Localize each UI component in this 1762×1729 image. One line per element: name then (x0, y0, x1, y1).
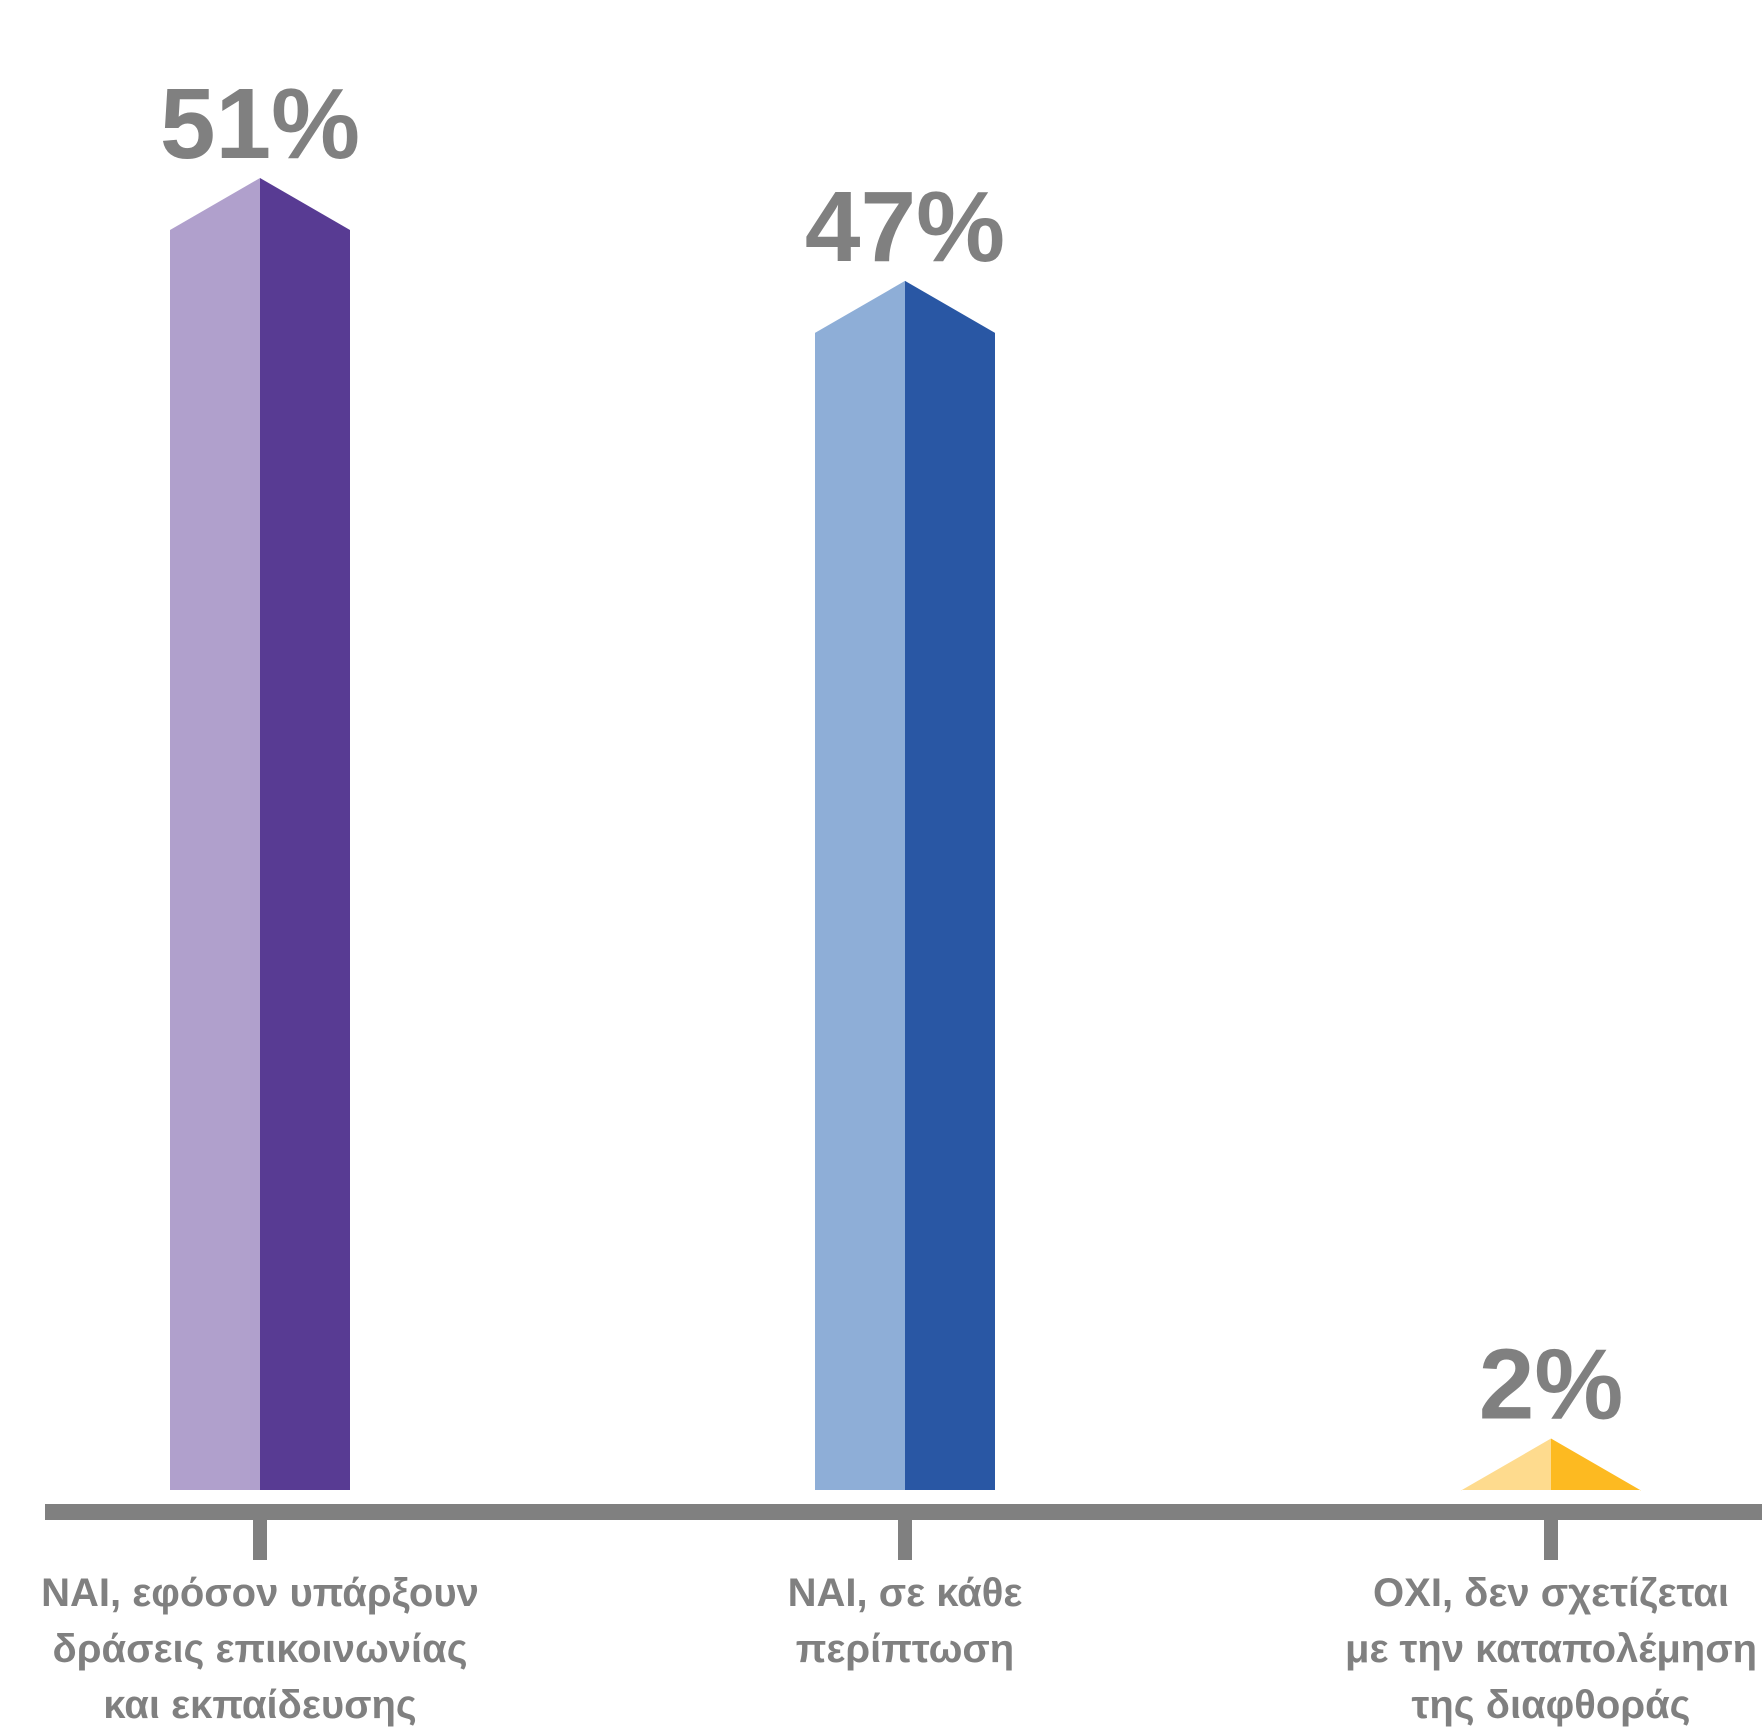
value-labels-group: 51% 47% 2% (160, 68, 1623, 1441)
bar-3-light-face (1461, 1438, 1551, 1491)
value-label-2: 47% (805, 171, 1005, 283)
value-label-1: 51% (160, 68, 360, 180)
category-label-3-line-3: της διαφθοράς (1412, 1683, 1691, 1727)
ticks-group (253, 1512, 1558, 1560)
category-label-2-line-2: περίπτωση (796, 1627, 1014, 1671)
category-label-2-line-1: ΝΑΙ, σε κάθε (788, 1571, 1023, 1615)
category-label-3: ΟΧΙ, δεν σχετίζεται με την καταπολέμηση τη… (1345, 1571, 1757, 1727)
category-label-1-line-3: και εκπαίδευσης (103, 1683, 416, 1727)
bars-group (170, 178, 1641, 1491)
category-label-1: ΝΑΙ, εφόσον υπάρξουν δράσεις επικοινωνίας… (41, 1571, 479, 1727)
bar-2-dark-face (905, 280, 995, 1490)
category-label-1-line-1: ΝΑΙ, εφόσον υπάρξουν (41, 1571, 479, 1615)
value-label-3: 2% (1479, 1329, 1624, 1441)
bar-1-dark-face (260, 178, 350, 1490)
category-label-2: ΝΑΙ, σε κάθε περίπτωση (788, 1571, 1023, 1671)
category-label-3-line-2: με την καταπολέμηση (1345, 1627, 1757, 1671)
bar-2-light-face (815, 280, 905, 1490)
bar-3-dark-face (1551, 1438, 1641, 1491)
bar-1-light-face (170, 178, 260, 1490)
category-label-3-line-1: ΟΧΙ, δεν σχετίζεται (1373, 1571, 1729, 1615)
category-labels-group: ΝΑΙ, εφόσον υπάρξουν δράσεις επικοινωνίας… (41, 1571, 1757, 1727)
category-label-1-line-2: δράσεις επικοινωνίας (53, 1627, 468, 1671)
